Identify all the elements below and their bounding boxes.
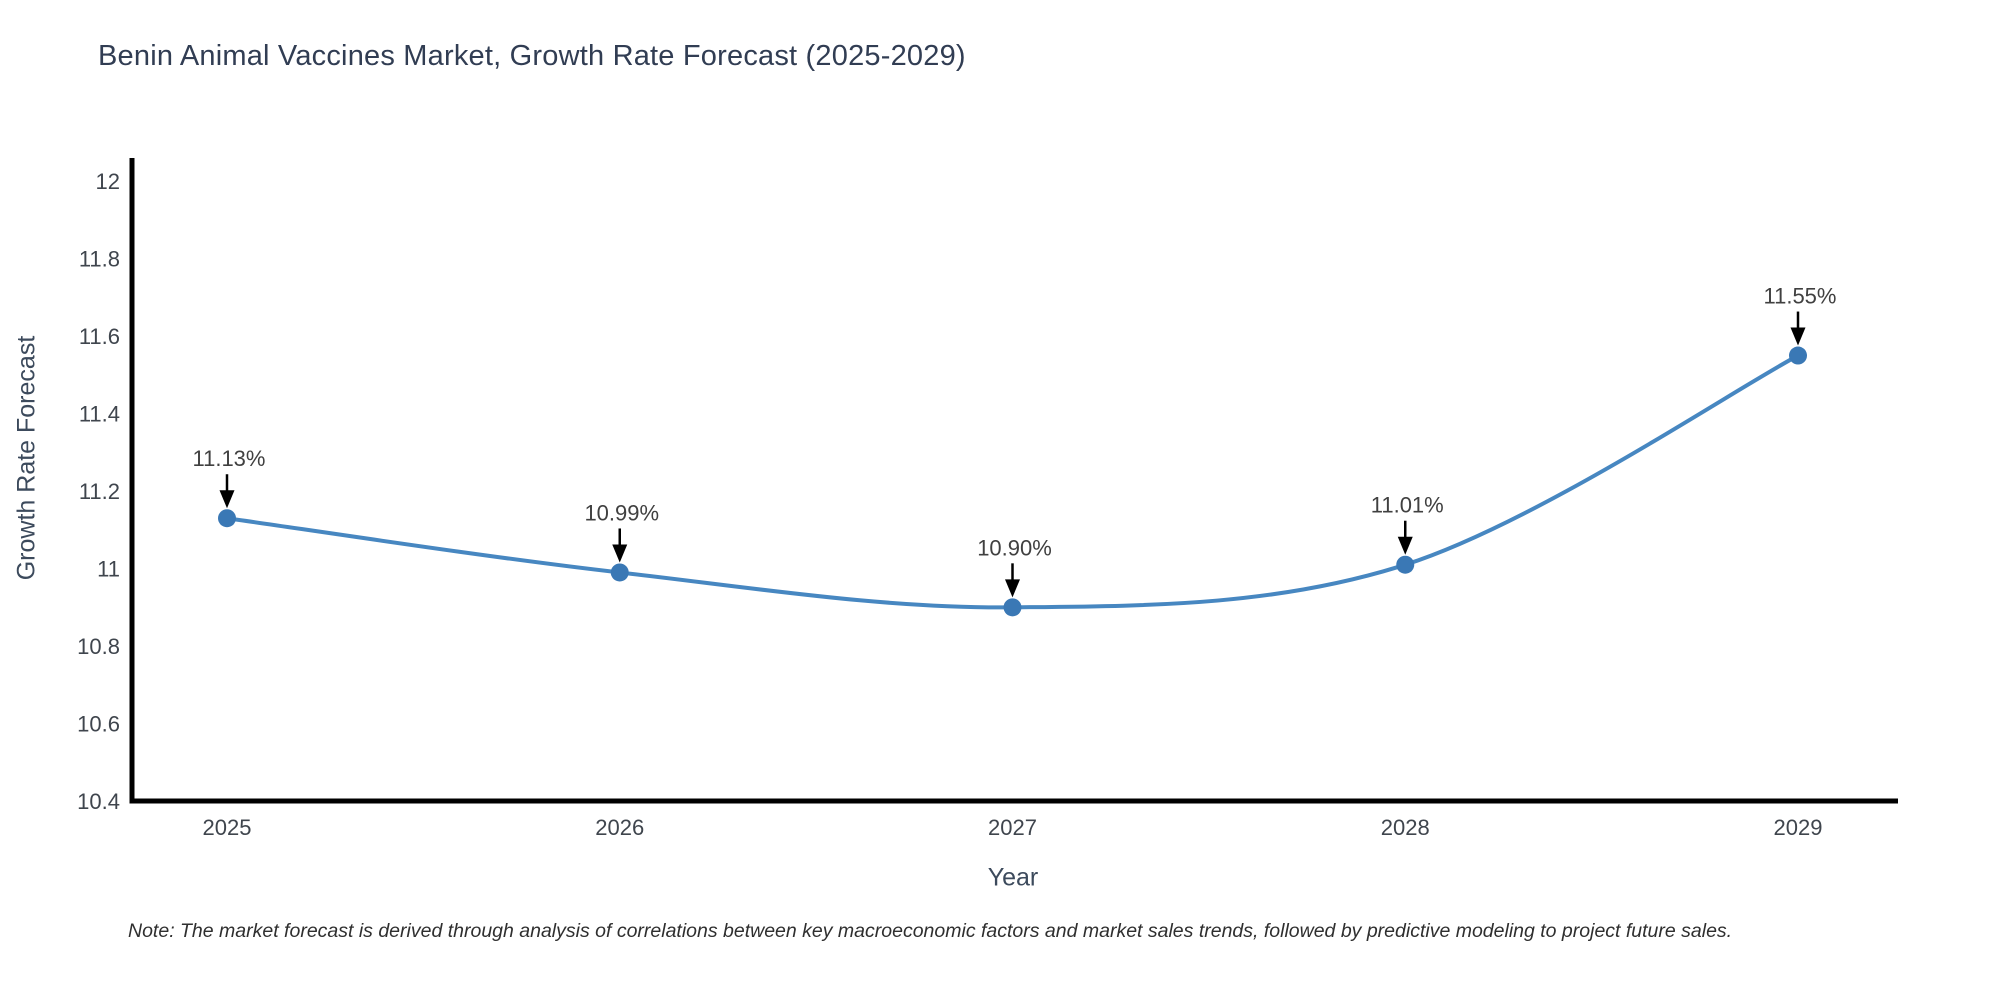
- data-point-marker: [218, 509, 236, 528]
- annotation-arrow-head-icon: [1790, 327, 1806, 346]
- annotation-arrow-head-icon: [1005, 579, 1020, 598]
- y-tick-label: 11.8: [79, 247, 120, 272]
- y-tick-label: 11.2: [79, 479, 120, 504]
- x-tick-label: 2027: [988, 815, 1037, 840]
- annotation-arrow-head-icon: [612, 544, 628, 563]
- y-tick-label: 10.8: [77, 634, 120, 659]
- footnote: Note: The market forecast is derived thr…: [128, 920, 1733, 942]
- annotation-arrow-head-icon: [219, 490, 235, 509]
- x-tick-label: 2028: [1381, 815, 1430, 840]
- data-point-label: 11.13%: [193, 446, 266, 471]
- y-tick-label: 11.6: [79, 324, 120, 349]
- y-tick-label: 10.4: [77, 789, 120, 814]
- y-tick-label: 11.4: [79, 402, 120, 427]
- y-tick-label: 10.6: [77, 712, 120, 737]
- y-tick-label: 11: [97, 557, 120, 582]
- x-axis-title: Year: [987, 863, 1039, 892]
- data-point-label: 11.55%: [1764, 284, 1837, 309]
- x-tick-label: 2025: [203, 815, 252, 840]
- data-point-marker: [610, 563, 629, 582]
- chart-title: Benin Animal Vaccines Market, Growth Rat…: [98, 40, 966, 72]
- data-point-marker: [1789, 346, 1807, 365]
- x-tick-label: 2026: [595, 815, 644, 840]
- data-point-label: 10.99%: [584, 500, 659, 525]
- data-point-marker: [1003, 598, 1022, 617]
- x-tick-label: 2029: [1774, 815, 1823, 840]
- data-point-label: 11.01%: [1371, 493, 1444, 518]
- y-tick-label: 12: [96, 169, 120, 194]
- data-point-label: 10.90%: [977, 535, 1052, 560]
- annotation-arrow-head-icon: [1397, 536, 1413, 555]
- data-point-marker: [1396, 555, 1415, 574]
